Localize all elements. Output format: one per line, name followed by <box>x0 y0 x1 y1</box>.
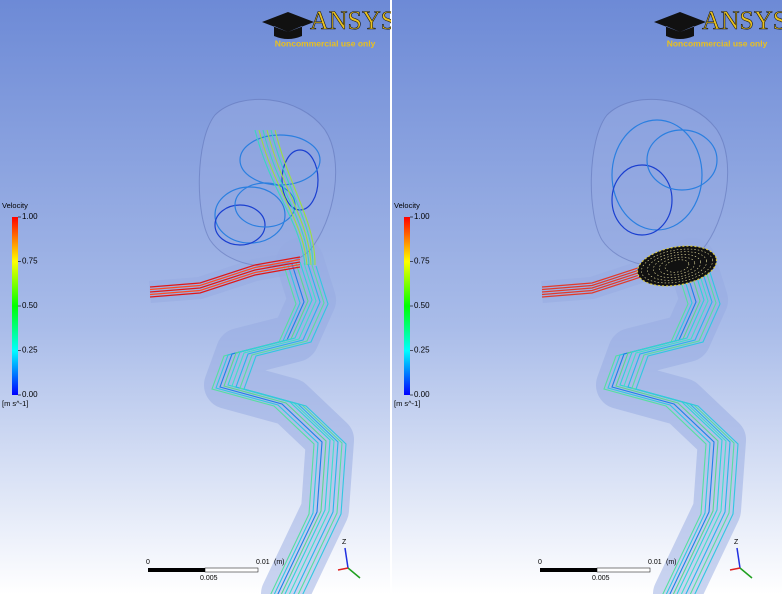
color-bar <box>12 217 18 395</box>
scale-mid: 0.005 <box>592 575 610 582</box>
legend-unit: [m s^-1] <box>394 399 420 408</box>
logo-text: ANSYS <box>310 6 395 35</box>
scale-unit: (m) <box>274 559 285 566</box>
color-bar-label: 0.00 <box>22 390 38 399</box>
color-bar-label: 0.50 <box>414 301 430 310</box>
scale-end: 0.01 <box>648 559 662 566</box>
scale-bar-white <box>597 568 650 572</box>
scale-unit: (m) <box>666 559 677 566</box>
screenshot: ANSYS Noncommercial use only Velocity 1.00 0… <box>0 0 782 594</box>
notice: Noncommercial use only <box>275 38 376 48</box>
scale-mid: 0.005 <box>200 575 218 582</box>
color-bar <box>404 217 410 395</box>
color-bar-label: 0.75 <box>414 257 430 266</box>
scale-end: 0.01 <box>256 559 270 566</box>
legend-title: Velocity <box>2 201 28 210</box>
axis-z-label: Z <box>342 539 347 546</box>
page: ANSYS Noncommercial use only Velocity 1.00 0… <box>0 0 782 594</box>
color-bar-label: 0.25 <box>414 346 430 355</box>
color-bar-label: 1.00 <box>22 212 38 221</box>
scale-bar-black <box>540 568 597 572</box>
logo-text: ANSYS <box>702 6 782 35</box>
scale-start: 0 <box>538 559 542 566</box>
notice: Noncommercial use only <box>667 38 768 48</box>
color-bar-label: 0.50 <box>22 301 38 310</box>
scale-bar-black <box>148 568 205 572</box>
axis-z-label: Z <box>734 539 739 546</box>
color-bar-label: 0.00 <box>414 390 430 399</box>
scale-bar-white <box>205 568 258 572</box>
color-bar-label: 0.25 <box>22 346 38 355</box>
scale-start: 0 <box>146 559 150 566</box>
color-bar-label: 0.75 <box>22 257 38 266</box>
legend-title: Velocity <box>394 201 420 210</box>
color-bar-label: 1.00 <box>414 212 430 221</box>
legend-unit: [m s^-1] <box>2 399 28 408</box>
